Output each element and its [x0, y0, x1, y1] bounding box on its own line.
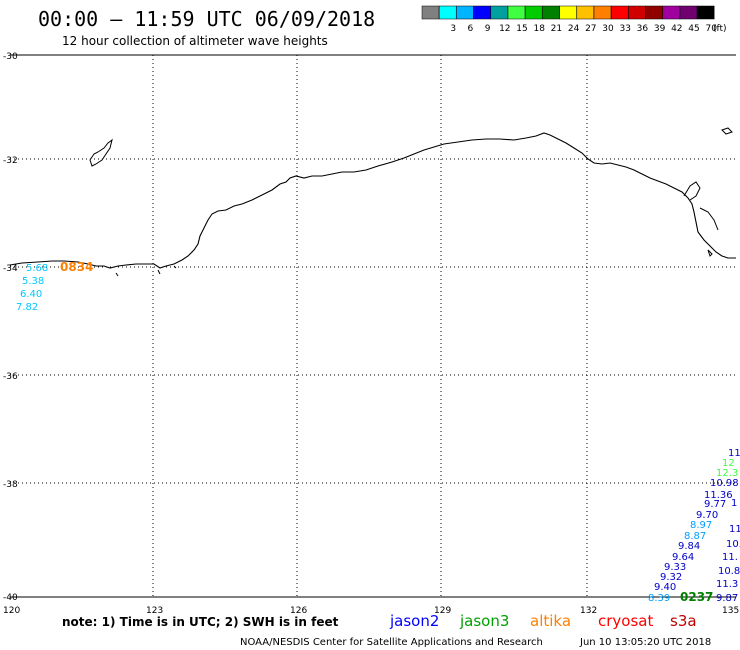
lat-label-minus-38: -38: [3, 480, 18, 490]
east-pass-time: 0237: [680, 590, 713, 604]
footer-generated-time: Jun 10 13:05:20 UTC 2018: [579, 637, 711, 648]
satellite-jason3: jason3: [459, 612, 509, 630]
legend-swatch: [490, 5, 509, 20]
swh-reading: 8.97: [690, 520, 712, 531]
legend-swatch-label: 3: [450, 24, 456, 34]
lat-label-minus-30: -30: [3, 52, 18, 62]
lon-label-129: 129: [434, 606, 451, 616]
recherche-islands: [115, 265, 177, 277]
legend-swatch-label: 45: [688, 24, 699, 34]
lon-label-120: 120: [3, 606, 20, 616]
legend-swatch: [662, 5, 681, 20]
swh-reading: 8.87: [684, 531, 706, 542]
legend-swatch: [645, 5, 663, 20]
lon-label-126: 126: [290, 606, 307, 616]
footer-note: note: 1) Time is in UTC; 2) SWH is in fe…: [62, 615, 339, 629]
swh-reading: 8.39: [648, 593, 670, 604]
legend-swatch-label: 70: [705, 24, 717, 34]
swh-reading: 5.38: [22, 276, 44, 287]
swh-reading: 9.33: [664, 562, 686, 573]
map-subtitle: 12 hour collection of altimeter wave hei…: [62, 34, 328, 48]
swh-reading: 9.64: [672, 552, 694, 563]
satellite-s3a: s3a: [670, 612, 697, 630]
legend-swatch-label: 21: [551, 24, 562, 34]
legend-swatch-label: 39: [654, 24, 666, 34]
swh-color-legend: 3 6 9 12 15 18 21 24 27 30 33 36 39 42 45 70: [421, 5, 717, 34]
swh-reading: 9.70: [696, 510, 718, 521]
swh-reading: 11: [728, 448, 740, 459]
swh-reading: 10.8: [718, 566, 740, 577]
swh-reading: 7.82: [16, 302, 38, 313]
legend-swatch-label: 12: [499, 24, 510, 34]
legend-swatch-label: 36: [637, 24, 649, 34]
coastline: [9, 132, 736, 269]
swh-reading: 12: [722, 458, 735, 469]
legend-swatch: [628, 5, 646, 20]
legend-swatch: [456, 5, 474, 20]
legend-swatch: [473, 5, 491, 20]
lat-label-minus-32: -32: [3, 156, 18, 166]
swh-reading: 9.32: [660, 572, 682, 583]
legend-swatch: [559, 5, 577, 20]
legend-swatch: [524, 5, 543, 20]
swh-reading: 1: [731, 498, 737, 509]
legend-swatch: [679, 5, 698, 20]
legend-swatch-label: 9: [485, 24, 491, 34]
legend-swatch-label: 27: [585, 24, 596, 34]
satellite-jason2: jason2: [389, 612, 439, 630]
legend-swatch-label: 6: [468, 24, 474, 34]
legend-swatch: [610, 5, 629, 20]
legend-swatch-label: 15: [516, 24, 527, 34]
swh-reading: 11.36: [704, 490, 733, 501]
small-island-se: [707, 249, 713, 257]
satellite-legend: jason2 jason3 altika cryosat s3a: [389, 612, 697, 630]
legend-swatch-label: 24: [568, 24, 580, 34]
lat-label-minus-34: -34: [3, 264, 18, 274]
swh-reading: 9.40: [654, 582, 676, 593]
kangaroo-island: [89, 138, 113, 167]
lon-label-132: 132: [580, 606, 597, 616]
legend-swatch-label: 18: [533, 24, 545, 34]
swh-reading: 5.68: [26, 263, 48, 274]
legend-swatch: [696, 5, 715, 20]
lat-label-minus-36: -36: [3, 372, 18, 382]
small-island-east: [721, 127, 733, 135]
swh-reading: 12.3: [716, 468, 738, 479]
swh-reading: 9.77: [704, 499, 726, 510]
altimeter-observations: 5.685.386.407.8210.9811.369.779.708.978.…: [16, 263, 740, 604]
legend-swatch: [438, 5, 457, 20]
legend-unit: (ft): [713, 24, 727, 34]
swh-reading: 9.87: [716, 593, 738, 604]
legend-swatch-label: 30: [602, 24, 614, 34]
swh-reading: 6.40: [20, 289, 42, 300]
satellite-cryosat: cryosat: [598, 612, 653, 630]
swh-reading: 10.98: [710, 478, 739, 489]
lat-label-minus-40: -40: [3, 593, 18, 603]
legend-swatch: [542, 5, 560, 20]
lon-label-123: 123: [146, 606, 163, 616]
swh-reading: 11.3: [716, 579, 738, 590]
graticule: [10, 55, 736, 597]
satellite-altika: altika: [530, 612, 571, 630]
legend-swatch: [507, 5, 526, 20]
swh-reading: 11: [729, 524, 740, 535]
coastline-gulf-detail: [683, 181, 719, 231]
swh-reading: 11.: [722, 552, 738, 563]
footer-credit: NOAA/NESDIS Center for Satellite Applica…: [240, 637, 543, 648]
legend-swatch: [576, 5, 595, 20]
lon-label-135: 135: [722, 606, 739, 616]
map-title: 00:00 – 11:59 UTC 06/09/2018: [38, 7, 375, 31]
legend-swatch: [593, 5, 612, 20]
legend-swatch-label: 33: [619, 24, 630, 34]
west-pass-time: 0834: [60, 260, 93, 274]
legend-swatch: [421, 5, 440, 20]
swh-reading: 10.: [726, 539, 740, 550]
legend-swatch-label: 42: [671, 24, 682, 34]
swh-reading: 9.84: [678, 541, 700, 552]
